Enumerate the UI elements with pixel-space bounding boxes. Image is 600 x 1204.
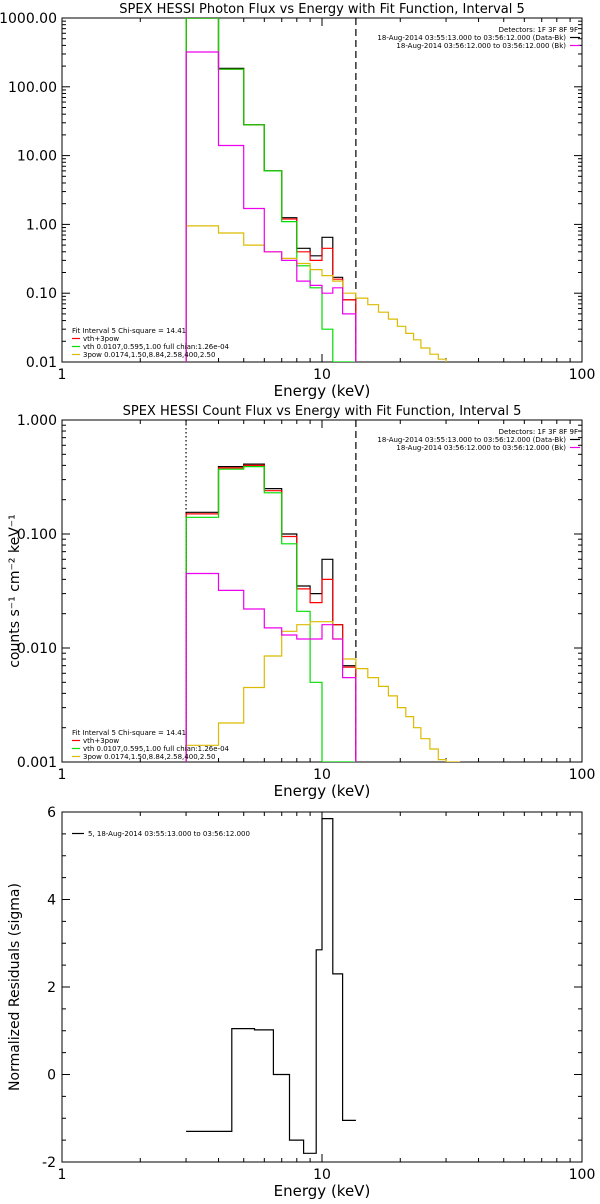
x-axis-label: Energy (keV): [274, 382, 371, 400]
legend-label: 3pow 0.0174,1.50,8.84,2.58,400,2.50: [83, 351, 215, 359]
chart-panel-2: [61, 419, 583, 763]
y-tick-label: 0.010: [17, 641, 57, 657]
chart-panel-1: [61, 17, 583, 363]
y-tick-label: 0.100: [17, 527, 57, 543]
header-line: 18-Aug-2014 03:56:12.000 to 03:56:12.000…: [396, 444, 566, 452]
series-line-4: [185, 225, 447, 362]
legend-label: Fit Interval 5 Chi-square = 14.41: [72, 327, 186, 335]
x-tick-label: 1: [58, 1167, 67, 1183]
x-tick-label: 10: [313, 367, 331, 383]
plot-area: [186, 817, 356, 1154]
y-tick-label: 100.00: [8, 80, 57, 96]
series-line-3: [185, 18, 356, 362]
legend-label: vth 0.0107,0.595,1.00 full chian:1.26e-0…: [83, 745, 230, 753]
x-axis-label: Energy (keV): [274, 1182, 371, 1200]
header-line: 18-Aug-2014 03:55:13.000 to 03:56:12.000…: [377, 34, 566, 42]
y-tick-label: -2: [42, 1155, 56, 1171]
x-tick-label: 10: [313, 1167, 331, 1183]
x-tick-label: 10: [313, 767, 331, 783]
x-tick-label: 100: [569, 1167, 596, 1183]
y-tick-label: 2: [47, 980, 56, 996]
y-tick-label: 4: [47, 893, 56, 909]
legend-label: vth 0.0107,0.595,1.00 full chian:1.26e-0…: [83, 343, 230, 351]
y-tick-label: 0.01: [26, 355, 57, 371]
y-tick-label: 0: [47, 1068, 56, 1084]
header-line: Detectors: 1F 3F 8F 9F: [499, 428, 578, 436]
series-line-4: [185, 621, 461, 762]
y-tick-label: 0.10: [26, 286, 57, 302]
chart-title: SPEX HESSI Photon Flux vs Energy with Fi…: [119, 2, 525, 17]
y-tick-label: 6: [47, 805, 56, 821]
header-line: Detectors: 1F 3F 8F 9F: [499, 26, 578, 34]
plot-area: [185, 18, 447, 362]
x-tick-label: 1: [58, 767, 67, 783]
chart-panel-3: [61, 811, 583, 1163]
series-line-1: [186, 817, 356, 1154]
x-tick-label: 100: [569, 767, 596, 783]
series-line-5: [185, 572, 357, 762]
header-line: 18-Aug-2014 03:55:13.000 to 03:56:12.000…: [377, 436, 566, 444]
series-line-2: [185, 18, 357, 362]
y-tick-label: 1.000: [17, 413, 57, 429]
x-tick-label: 100: [569, 367, 596, 383]
series-line-2: [185, 464, 357, 762]
y-axis-label: counts s⁻¹ cm⁻² keV⁻¹: [7, 514, 23, 668]
series-line-3: [185, 466, 356, 762]
chart-title: SPEX HESSI Count Flux vs Energy with Fit…: [123, 404, 522, 419]
y-tick-label: 10.00: [17, 149, 57, 165]
header-line: 18-Aug-2014 03:56:12.000 to 03:56:12.000…: [396, 42, 566, 50]
y-tick-label: 0.001: [17, 755, 57, 771]
y-axis-label: Normalized Residuals (sigma): [7, 883, 23, 1091]
plot-area: [185, 420, 461, 762]
series-line-5: [185, 51, 357, 362]
y-tick-label: 1.00: [26, 217, 57, 233]
legend-label: vth+3pow: [83, 335, 119, 343]
legend-label: 3pow 0.0174,1.50,8.84,2.58,400,2.50: [83, 753, 215, 761]
legend-label: 5, 18-Aug-2014 03:55:13.000 to 03:56:12.…: [88, 830, 250, 838]
x-tick-label: 1: [58, 367, 67, 383]
series-line-1: [185, 18, 357, 362]
legend-label: Fit Interval 5 Chi-square = 14.41: [72, 729, 186, 737]
legend-label: vth+3pow: [83, 737, 119, 745]
series-line-1: [185, 463, 357, 762]
y-tick-label: 1000.00: [0, 11, 57, 27]
x-axis-label: Energy (keV): [274, 782, 371, 800]
